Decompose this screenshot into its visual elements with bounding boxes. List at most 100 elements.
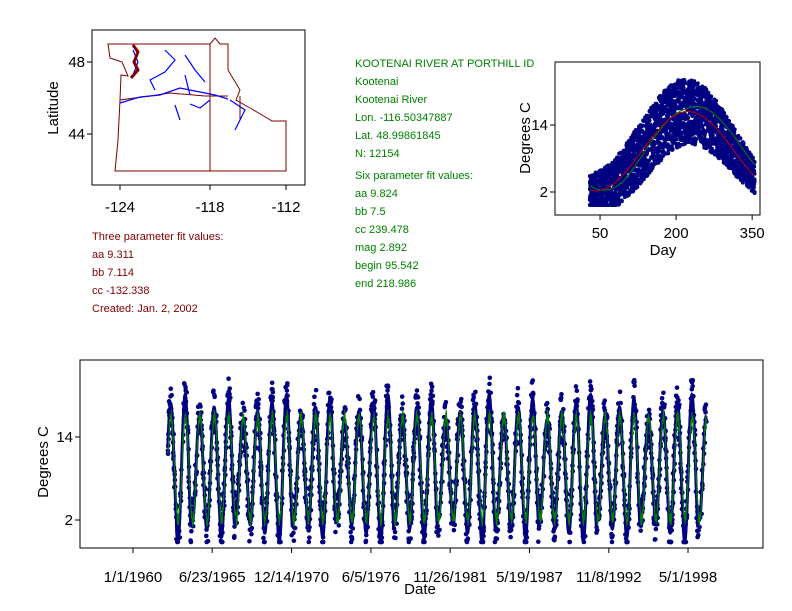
- data-point: [610, 190, 615, 195]
- data-point: [307, 535, 312, 540]
- timeseries-frame: [79, 359, 764, 549]
- map-x-tick-label: -124: [105, 199, 135, 216]
- date-x-tick-label: 11/8/1992: [576, 569, 642, 586]
- data-point: [751, 185, 756, 190]
- map-x-tick-label: -118: [196, 199, 225, 216]
- data-point: [415, 401, 420, 406]
- data-point: [661, 390, 666, 396]
- data-point: [471, 395, 477, 400]
- data-point: [718, 151, 723, 156]
- data-point: [226, 376, 231, 382]
- day-points: [587, 77, 757, 207]
- data-point: [652, 537, 658, 542]
- three-param-aa: aa 9.311: [92, 249, 135, 261]
- six-param-aa: aa 9.824: [355, 188, 398, 200]
- data-point: [333, 529, 338, 535]
- data-point: [694, 137, 699, 142]
- data-point: [681, 85, 686, 90]
- data-point: [408, 536, 414, 541]
- data-point: [465, 536, 471, 541]
- data-point: [720, 108, 725, 113]
- data-point: [752, 164, 757, 169]
- data-point: [613, 188, 618, 193]
- data-point: [189, 528, 194, 534]
- data-point: [435, 523, 440, 529]
- data-point: [437, 527, 442, 533]
- data-point: [262, 539, 267, 545]
- data-point: [692, 96, 697, 101]
- data-point: [706, 90, 711, 95]
- data-point: [638, 528, 643, 533]
- data-point: [393, 535, 398, 541]
- data-point: [392, 529, 398, 535]
- day-plot-frame: [554, 61, 761, 216]
- six-param-cc: cc 239.478: [355, 224, 409, 236]
- data-point: [363, 538, 369, 544]
- data-point: [686, 139, 691, 144]
- data-point: [693, 140, 698, 145]
- data-point: [654, 140, 659, 145]
- data-point: [625, 539, 630, 545]
- three-param-heading: Three parameter fit values:: [92, 231, 224, 243]
- data-point: [514, 392, 520, 398]
- map-y-tick-label: 44: [68, 126, 85, 143]
- data-point: [429, 384, 435, 389]
- data-point: [692, 79, 697, 84]
- data-point: [473, 389, 478, 395]
- data-point: [385, 388, 390, 393]
- data-point: [653, 526, 659, 532]
- data-point: [487, 381, 492, 387]
- data-point: [602, 398, 608, 403]
- data-point: [618, 400, 623, 406]
- data-point: [370, 389, 376, 395]
- data-point: [587, 379, 593, 384]
- data-point: [436, 533, 441, 538]
- data-point: [536, 523, 542, 529]
- data-point: [682, 78, 687, 83]
- data-point: [530, 391, 536, 397]
- data-point: [573, 384, 579, 389]
- data-point: [312, 394, 317, 400]
- day-y-tick-label: 14: [531, 117, 548, 134]
- data-point: [385, 384, 391, 390]
- data-point: [722, 111, 727, 116]
- date-x-tick-label: 1/1/1960: [104, 569, 162, 586]
- data-point: [205, 538, 211, 544]
- data-point: [227, 386, 233, 391]
- six-param-bb: bb 7.5: [355, 206, 386, 218]
- data-point: [487, 375, 493, 381]
- data-point: [686, 115, 691, 120]
- data-point: [249, 525, 255, 531]
- three-param-cc: cc -132.338: [92, 285, 150, 297]
- data-point: [198, 404, 203, 409]
- data-point: [669, 144, 674, 149]
- data-point: [732, 127, 737, 132]
- data-point: [752, 177, 757, 182]
- data-point: [343, 407, 348, 412]
- data-point: [291, 530, 296, 536]
- data-point: [575, 397, 580, 402]
- data-point: [349, 536, 355, 542]
- date-x-tick-label: 5/19/1987: [496, 569, 563, 586]
- data-point: [674, 385, 680, 390]
- data-point: [641, 123, 646, 128]
- six-param-end: end 218.986: [355, 278, 417, 290]
- data-point: [552, 534, 558, 540]
- data-point: [535, 539, 541, 545]
- data-point: [348, 529, 353, 535]
- data-point: [256, 396, 261, 402]
- six-param-mag: mag 2.892: [355, 242, 407, 254]
- date-x-tick-label: 5/1/1998: [659, 569, 717, 586]
- data-point: [686, 103, 691, 108]
- data-point: [400, 401, 406, 406]
- data-point: [703, 402, 709, 407]
- data-point: [643, 157, 648, 162]
- station-n: N: 12154: [355, 148, 400, 160]
- data-point: [169, 392, 174, 398]
- day-y-axis-label: Degrees C: [517, 102, 534, 174]
- data-point: [320, 539, 326, 545]
- data-point: [635, 177, 640, 182]
- data-point: [666, 148, 671, 153]
- data-point: [203, 533, 209, 539]
- three-param-fit-line: [589, 111, 755, 192]
